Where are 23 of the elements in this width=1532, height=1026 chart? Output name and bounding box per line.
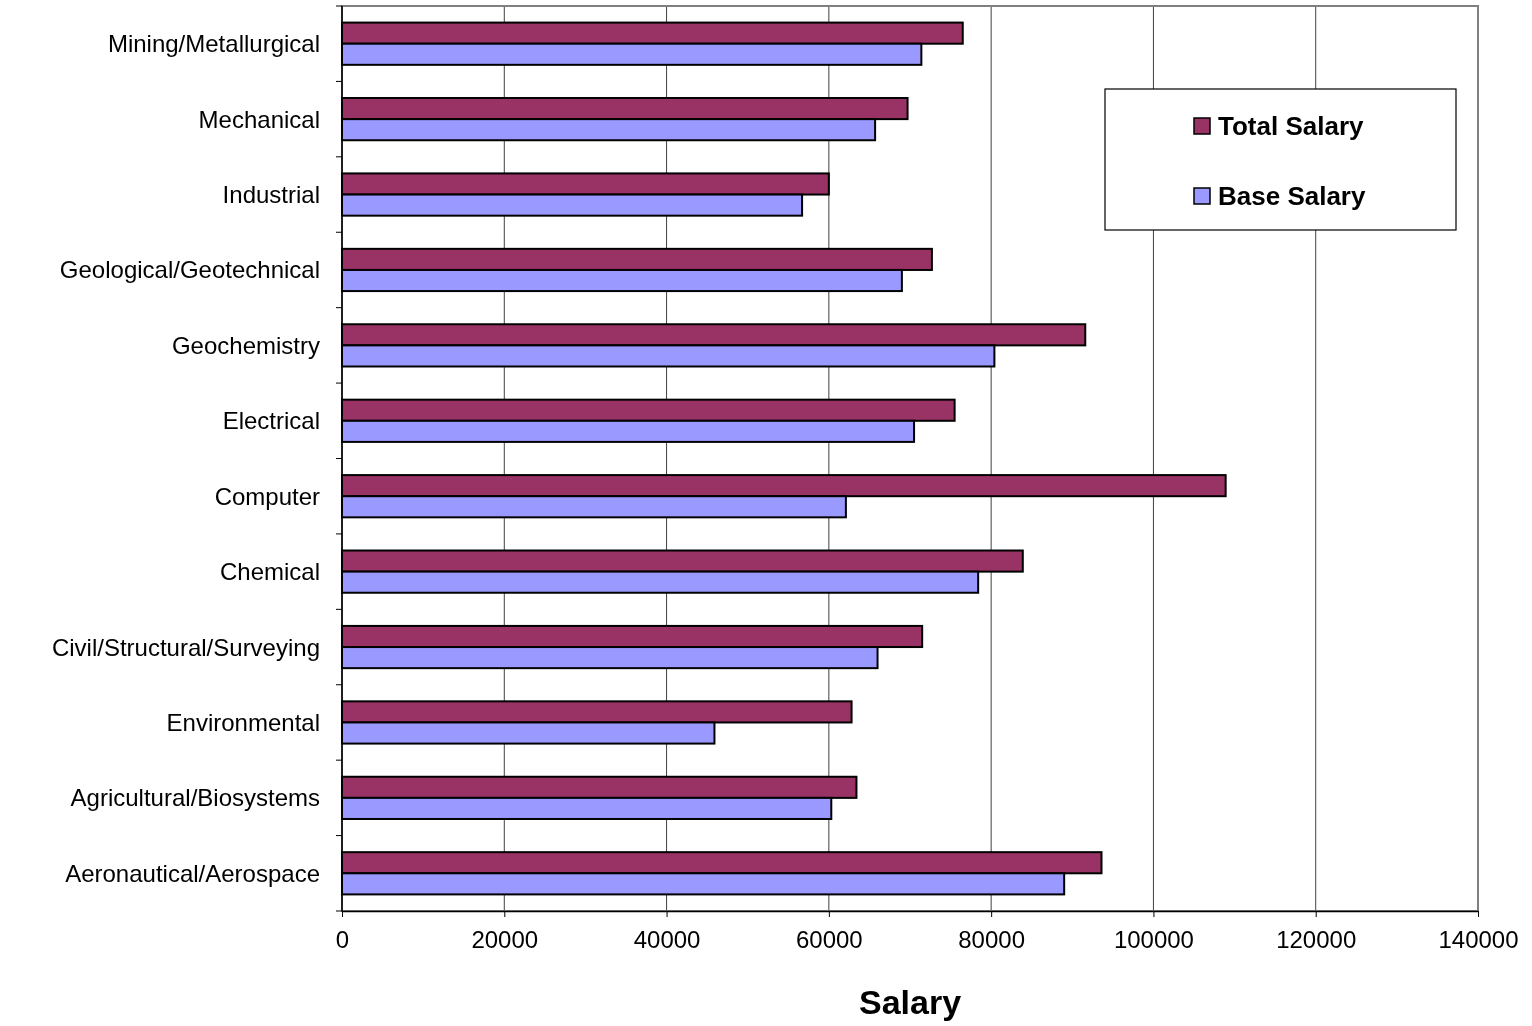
legend-label: Total Salary — [1218, 111, 1364, 141]
x-tick-label: 100000 — [1113, 926, 1194, 954]
x-tick-label: 80000 — [958, 926, 1026, 954]
x-tick-label: 20000 — [471, 926, 539, 954]
x-tick-label: 0 — [335, 926, 350, 954]
y-tick-label: Electrical — [222, 407, 320, 435]
y-tick-label: Mining/Metallurgical — [107, 30, 320, 58]
y-tick-label: Mechanical — [198, 105, 320, 133]
x-tick-label: 120000 — [1276, 926, 1357, 954]
y-tick-label: Chemical — [219, 558, 320, 586]
y-tick-label: Civil/Structural/Surveying — [51, 633, 320, 661]
y-tick-label: Industrial — [222, 181, 320, 209]
y-tick-label: Geological/Geotechnical — [59, 256, 320, 284]
x-tick-label: 60000 — [795, 926, 863, 954]
x-tick-label: 40000 — [633, 926, 701, 954]
y-tick-label: Geochemistry — [171, 331, 320, 359]
y-tick-label: Aeronautical/Aerospace — [65, 859, 320, 887]
legend-label: Base Salary — [1218, 181, 1366, 211]
x-tick-label: 140000 — [1438, 926, 1519, 954]
y-tick-label: Computer — [214, 482, 321, 510]
x-axis-title: Salary — [858, 983, 962, 1021]
y-tick-label: Environmental — [166, 708, 320, 736]
y-tick-label: Agricultural/Biosystems — [70, 784, 320, 812]
